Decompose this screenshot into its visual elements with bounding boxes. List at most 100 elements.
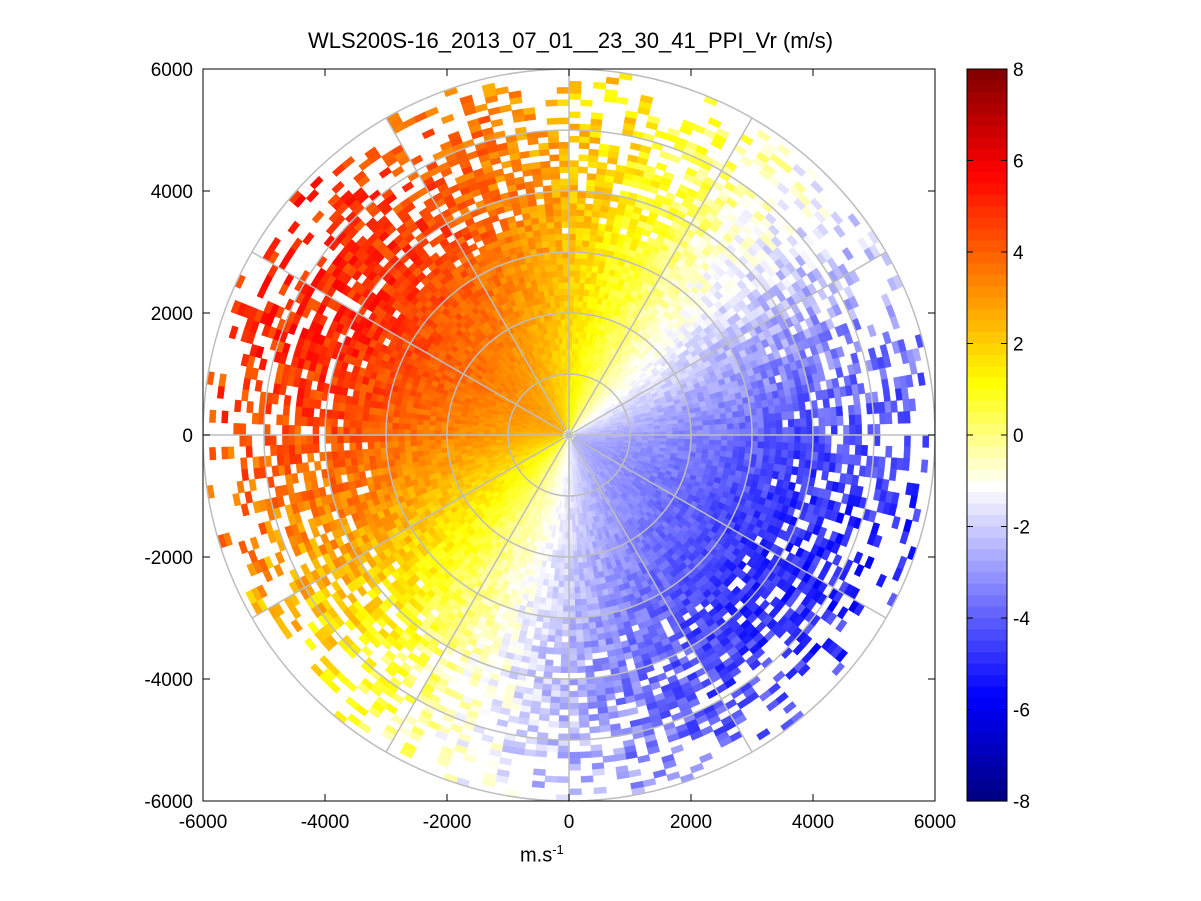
velocity-cell [714, 439, 722, 446]
velocity-cell [588, 713, 600, 722]
velocity-cell [568, 239, 577, 247]
velocity-cell [587, 701, 598, 710]
velocity-cell [540, 695, 551, 703]
velocity-cell [776, 198, 790, 212]
velocity-cell [763, 427, 771, 436]
velocity-cell [573, 306, 579, 314]
velocity-cell [548, 622, 557, 630]
velocity-cell [560, 678, 570, 686]
velocity-cell [531, 780, 545, 789]
velocity-cell [568, 599, 576, 607]
velocity-cell [568, 666, 578, 674]
velocity-cell [745, 428, 753, 436]
velocity-cell [876, 467, 885, 480]
velocity-cell [585, 264, 593, 273]
velocity-cell [812, 426, 820, 436]
velocity-cell [568, 251, 576, 259]
velocity-cell [709, 429, 716, 436]
velocity-cell [726, 445, 734, 453]
velocity-cell [757, 441, 765, 449]
velocity-cell [724, 406, 733, 414]
velocity-cell [568, 184, 578, 192]
velocity-cell [720, 440, 728, 447]
velocity-cell [824, 443, 832, 454]
velocity-cell [782, 434, 789, 443]
velocity-cell [799, 450, 807, 461]
velocity-cell [572, 318, 578, 326]
velocity-cell [552, 586, 559, 594]
velocity-cell [561, 648, 570, 655]
velocity-cell [559, 690, 570, 698]
velocity-cell [867, 424, 875, 436]
velocity-cell [572, 331, 577, 338]
velocity-cell [787, 419, 795, 428]
velocity-cell [557, 745, 570, 753]
velocity-cell [554, 562, 561, 570]
velocity-cell [576, 537, 581, 545]
velocity-cell [855, 434, 863, 446]
velocity-cell [572, 532, 577, 539]
velocity-cell [593, 664, 603, 672]
velocity-cell [666, 427, 673, 432]
velocity-cell [575, 623, 583, 631]
velocity-cell [715, 127, 730, 140]
velocity-cell [589, 136, 601, 145]
velocity-cell [878, 456, 886, 469]
velocity-cell [568, 660, 578, 668]
velocity-cell [577, 684, 588, 692]
velocity-cell [571, 507, 575, 515]
velocity-cell [591, 216, 600, 224]
velocity-cell [568, 678, 578, 686]
velocity-cell [598, 645, 608, 653]
velocity-cell [720, 423, 728, 430]
velocity-cell [593, 81, 607, 90]
velocity-cell [666, 438, 673, 443]
velocity-cell [708, 424, 716, 431]
velocity-cell [592, 204, 602, 212]
velocity-cell [575, 227, 584, 235]
velocity-cell [549, 702, 560, 710]
velocity-cell [535, 664, 545, 672]
velocity-cell [584, 665, 595, 673]
velocity-cell [582, 233, 591, 242]
velocity-cell [574, 276, 581, 284]
velocity-cell [568, 245, 576, 253]
velocity-cell [884, 400, 892, 414]
velocity-cell [776, 427, 783, 436]
velocity-cell [830, 425, 838, 436]
velocity-cell [535, 744, 548, 752]
velocity-cell [549, 708, 560, 716]
velocity-cell [579, 136, 591, 144]
velocity-cell [578, 702, 589, 710]
velocity-cell [540, 628, 549, 636]
velocity-cell [568, 642, 577, 649]
velocity-cell [571, 501, 575, 509]
velocity-cell [568, 703, 579, 710]
velocity-cell [576, 653, 585, 661]
velocity-cell [573, 556, 579, 564]
velocity-cell [847, 213, 861, 228]
velocity-cell [556, 605, 564, 613]
velocity-cell [568, 166, 579, 174]
velocity-cell [677, 422, 685, 428]
velocity-cell [568, 93, 582, 100]
velocity-cell [731, 411, 740, 419]
velocity-cell [818, 434, 826, 445]
velocity-cell [571, 526, 577, 533]
velocity-cell [568, 190, 578, 198]
velocity-cell [584, 653, 593, 661]
velocity-cell [560, 550, 566, 558]
velocity-cell [599, 724, 611, 733]
velocity-cell [568, 111, 581, 119]
velocity-cell [568, 727, 580, 735]
velocity-cell [684, 438, 692, 444]
velocity-cell [590, 112, 604, 120]
velocity-cell [590, 590, 598, 599]
velocity-cell [799, 409, 807, 420]
velocity-cell [897, 411, 905, 424]
velocity-cell [787, 442, 795, 451]
velocity-cell [538, 713, 550, 722]
velocity-cell [582, 628, 591, 637]
velocity-cell [756, 129, 771, 142]
velocity-cell [563, 575, 570, 582]
